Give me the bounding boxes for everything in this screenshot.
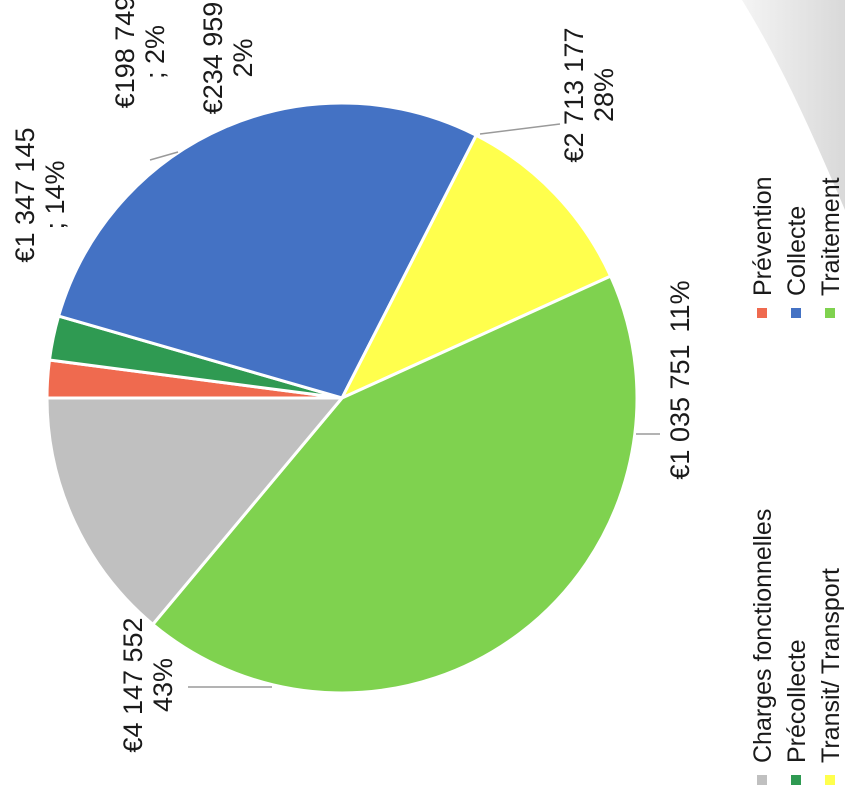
data-label-value-collecte: €2 713 177: [559, 27, 589, 162]
legend-marker-transit-transport: [825, 775, 835, 785]
legend-label-traitement: Traitement: [817, 177, 845, 296]
data-labels: €198 749; 2% €234 959 2% €2 713 177 28% €1 03…: [10, 0, 695, 753]
data-label-charges-fonctionnelles: €1 347 145; 14%: [10, 127, 70, 262]
data-label-percent-charges-fonctionnelles: ; 14%: [40, 160, 70, 229]
data-label-precollecte: €234 959 2%: [198, 2, 258, 115]
legend-label-charges-fonctionnelles: Charges fonctionnelles: [749, 509, 777, 763]
data-label-prevention: €198 749; 2%: [110, 0, 170, 108]
data-label-percent-traitement: 43%: [148, 658, 178, 712]
leader-lines: [149, 123, 660, 688]
pie-slice-traitement: [151, 274, 639, 695]
data-label-percent-prevention: ; 2%: [140, 25, 170, 79]
data-label-value-traitement: €4 147 552: [118, 617, 148, 752]
data-label-collecte: €2 713 177 28%: [559, 27, 619, 162]
legend-marker-precollecte: [791, 775, 801, 785]
legend-label-transit-transport: Transit/ Transport: [817, 568, 845, 763]
legend-marker-charges-fonctionnelles: [757, 775, 767, 785]
scan-shadow: [742, 0, 845, 210]
legend-marker-collecte: [791, 308, 801, 318]
legend-label-prevention: Prévention: [749, 176, 777, 296]
legend-label-collecte: Collecte: [783, 206, 811, 296]
legend-marker-traitement: [825, 308, 835, 318]
data-label-traitement: €4 147 552 43%: [118, 617, 178, 752]
data-label-text-transit-transport: €1 035 75111%: [665, 280, 695, 479]
data-label-value-prevention: €198 749: [110, 0, 140, 108]
legend-label-precollecte: Précollecte: [783, 639, 811, 763]
legend-marker-prevention: [757, 308, 767, 318]
pie-slice-transit-transport: [340, 133, 613, 400]
pie-slice-collecte: [57, 101, 478, 400]
data-label-transit-transport: €1 035 75111%: [665, 280, 695, 479]
data-label-percent-collecte: 28%: [589, 68, 619, 122]
leader-line-collecte: [479, 123, 561, 135]
data-label-percent-precollecte: 2%: [228, 38, 258, 77]
data-label-value-charges-fonctionnelles: €1 347 145: [10, 127, 40, 262]
legend: Charges fonctionnelles Précollecte Transit…: [749, 176, 845, 785]
data-label-value-precollecte: €234 959: [198, 2, 228, 115]
pie-slices: [45, 101, 639, 695]
pie-slice-charges-fonctionnelles: [45, 396, 344, 626]
leader-line-prevention: [149, 151, 179, 161]
